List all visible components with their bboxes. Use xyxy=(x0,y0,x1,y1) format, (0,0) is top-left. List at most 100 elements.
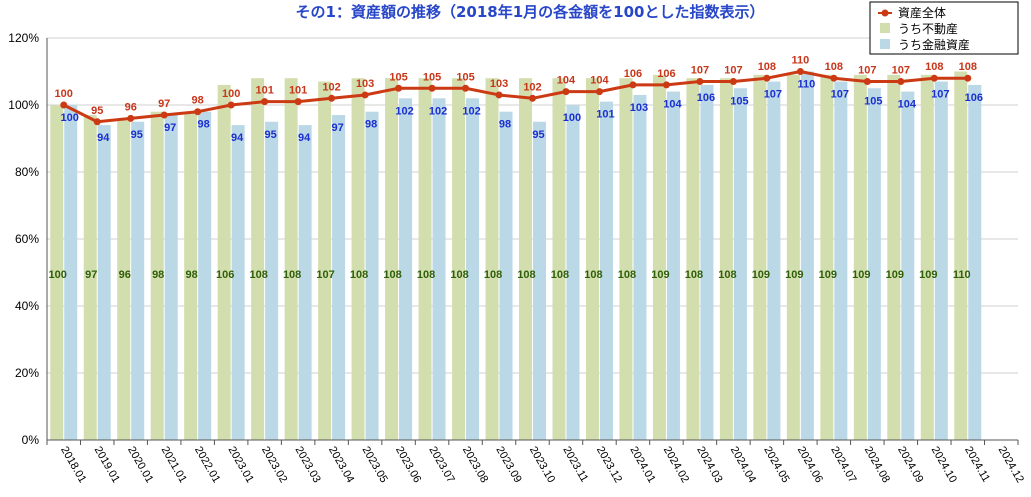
bar-real-estate xyxy=(83,115,97,441)
bars xyxy=(50,71,982,441)
total-asset-value-label: 102 xyxy=(523,81,541,93)
total-asset-point xyxy=(729,78,737,86)
real-estate-value-label: 108 xyxy=(618,269,636,281)
financial-asset-value-label: 94 xyxy=(231,132,244,144)
total-asset-line-path xyxy=(63,70,968,124)
bar-real-estate xyxy=(117,118,131,441)
bar-real-estate xyxy=(887,74,901,440)
real-estate-value-label: 109 xyxy=(752,269,770,281)
total-asset-point xyxy=(595,88,603,96)
chart-title: その1：資産額の推移（2018年1月の各金額を100とした指数表示） xyxy=(296,3,765,21)
total-asset-value-label: 97 xyxy=(158,98,170,110)
y-tick-label: 100% xyxy=(8,98,39,112)
legend-point-marker xyxy=(881,9,889,17)
bar-financial-assets xyxy=(834,81,848,441)
legend-swatch-real-estate xyxy=(880,23,890,33)
financial-asset-value-label: 101 xyxy=(596,109,614,121)
financial-asset-value-label: 95 xyxy=(265,129,277,141)
total-asset-point xyxy=(529,94,536,102)
total-asset-value-label: 105 xyxy=(423,71,441,83)
total-asset-value-label: 104 xyxy=(557,75,576,87)
y-tick-label: 120% xyxy=(8,31,39,45)
y-tick-label: 40% xyxy=(15,299,39,313)
bar-real-estate xyxy=(385,78,399,440)
bar-financial-assets xyxy=(231,125,245,440)
financial-asset-value-label: 95 xyxy=(131,129,143,141)
financial-asset-value-label: 102 xyxy=(395,105,413,117)
total-asset-point xyxy=(395,84,403,92)
bar-financial-assets xyxy=(265,121,279,440)
bar-financial-assets xyxy=(332,115,346,441)
x-tick-label: 2023.07 xyxy=(426,445,456,485)
bar-real-estate xyxy=(820,74,834,440)
bar-real-estate xyxy=(954,71,968,440)
legend-box xyxy=(869,1,1019,55)
total-asset-value-label: 107 xyxy=(724,65,742,77)
legend-label-real-estate: うち不動産 xyxy=(898,21,958,36)
x-tick-label: 2024.08 xyxy=(862,445,892,485)
bar-financial-assets xyxy=(733,88,747,440)
bar-real-estate xyxy=(786,74,800,440)
y-tick-label: 20% xyxy=(15,366,39,380)
x-tick-label: 2018.01 xyxy=(58,445,88,485)
total-asset-point xyxy=(495,91,503,99)
real-estate-value-label: 108 xyxy=(249,269,267,281)
real-estate-value-label: 100 xyxy=(49,269,67,281)
total-asset-point xyxy=(763,74,771,82)
bar-financial-assets xyxy=(298,125,312,440)
x-tick-label: 2023.05 xyxy=(359,445,389,485)
total-asset-point xyxy=(60,101,68,109)
real-estate-value-label: 108 xyxy=(551,269,569,281)
real-estate-value-label: 108 xyxy=(685,269,703,281)
total-asset-point xyxy=(863,78,871,86)
bar-real-estate xyxy=(50,105,64,440)
bar-financial-assets xyxy=(566,105,580,440)
bar-financial-assets xyxy=(97,125,111,440)
x-tick-label: 2023.04 xyxy=(326,445,356,485)
real-estate-value-label: 109 xyxy=(785,269,803,281)
bar-financial-assets xyxy=(164,115,178,441)
financial-asset-value-label: 110 xyxy=(797,79,815,91)
total-asset-value-label: 101 xyxy=(289,85,307,97)
bar-real-estate xyxy=(351,78,365,440)
financial-asset-value-label: 94 xyxy=(298,132,311,144)
total-asset-value-label: 110 xyxy=(791,55,809,67)
bar-financial-assets xyxy=(666,91,680,440)
financial-asset-value-label: 104 xyxy=(663,99,682,111)
total-asset-value-label: 95 xyxy=(91,105,103,117)
financial-asset-value-label: 100 xyxy=(61,112,79,124)
total-asset-point xyxy=(93,118,101,126)
financial-asset-value-label: 104 xyxy=(898,99,917,111)
financial-asset-value-label: 98 xyxy=(365,119,377,131)
real-estate-value-label: 108 xyxy=(350,269,368,281)
total-asset-value-label: 100 xyxy=(55,88,73,100)
financial-asset-value-label: 95 xyxy=(532,129,544,141)
total-asset-value-label: 106 xyxy=(657,68,675,80)
financial-asset-value-label: 105 xyxy=(864,95,882,107)
total-asset-value-label: 106 xyxy=(624,68,642,80)
bar-financial-assets xyxy=(533,121,546,440)
x-tick-label: 2019.01 xyxy=(92,445,122,485)
total-asset-value-label: 96 xyxy=(125,101,137,113)
bar-real-estate xyxy=(552,78,566,440)
legend-swatch-financial-assets xyxy=(880,39,890,49)
total-asset-point xyxy=(562,88,570,96)
x-tick-label: 2023.06 xyxy=(393,445,423,485)
total-asset-value-label: 101 xyxy=(255,85,273,97)
x-tick-label: 2024.02 xyxy=(661,445,691,485)
x-tick-label: 2024.09 xyxy=(895,445,925,485)
real-estate-value-label: 108 xyxy=(417,269,435,281)
x-tick-label: 2024.04 xyxy=(728,445,758,485)
x-tick-label: 2023.03 xyxy=(293,445,323,485)
y-tick-label: 0% xyxy=(22,433,40,447)
total-asset-point xyxy=(160,111,168,119)
bar-financial-assets xyxy=(432,98,446,441)
financial-asset-value-label: 97 xyxy=(164,122,176,134)
total-asset-value-label: 108 xyxy=(825,61,843,73)
x-tick-label: 2024.11 xyxy=(962,445,992,485)
financial-asset-value-label: 106 xyxy=(697,92,715,104)
x-tick-label: 2024.03 xyxy=(694,445,724,485)
x-tick-label: 2022.01 xyxy=(192,445,222,485)
financial-asset-value-label: 105 xyxy=(730,95,748,107)
